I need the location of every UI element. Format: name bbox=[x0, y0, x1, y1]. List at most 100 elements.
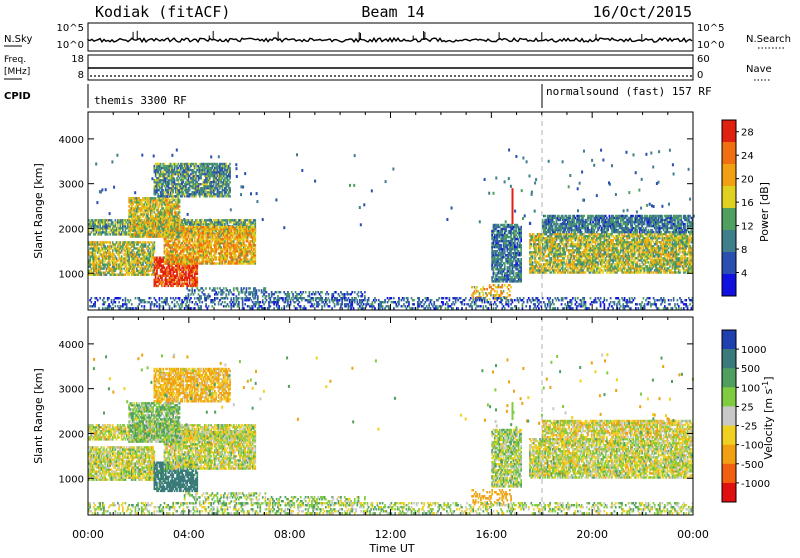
data-cell bbox=[195, 163, 197, 165]
data-cell bbox=[175, 163, 177, 165]
data-region bbox=[128, 197, 180, 238]
freq-tick-top: 18 bbox=[71, 54, 84, 65]
data-cell bbox=[121, 270, 123, 272]
data-cell bbox=[133, 243, 135, 245]
data-cell bbox=[254, 219, 256, 221]
data-cell bbox=[154, 241, 156, 243]
data-cell bbox=[503, 290, 505, 292]
data-cell bbox=[112, 221, 114, 223]
data-cell bbox=[493, 288, 495, 290]
data-cell bbox=[161, 203, 163, 205]
freq-tick-bottom: 8 bbox=[78, 70, 84, 81]
data-cell bbox=[490, 290, 492, 292]
data-cell bbox=[493, 274, 495, 276]
data-cell bbox=[154, 269, 156, 271]
data-cell bbox=[265, 287, 267, 289]
data-cell bbox=[362, 293, 364, 295]
data-cell bbox=[149, 243, 151, 245]
data-cell bbox=[190, 165, 192, 167]
freq-panel: Freq. [MHz] 18 8 60 0 Nave bbox=[4, 54, 772, 81]
data-cell bbox=[209, 177, 211, 179]
data-cell bbox=[288, 293, 290, 295]
nsky-tick-top: 10^5 bbox=[57, 23, 84, 34]
data-cell bbox=[246, 244, 248, 246]
data-cell bbox=[185, 269, 187, 271]
nsearch-tick-bottom: 10^0 bbox=[697, 40, 724, 51]
data-cell bbox=[196, 277, 198, 279]
beam-title: Beam 14 bbox=[361, 3, 424, 21]
data-cell bbox=[171, 165, 173, 167]
data-cell bbox=[229, 167, 231, 169]
data-cell bbox=[162, 189, 164, 191]
data-cell bbox=[227, 297, 229, 299]
nsky-line bbox=[88, 38, 692, 42]
data-cell bbox=[224, 226, 226, 228]
data-cell bbox=[200, 177, 202, 179]
data-cell bbox=[233, 287, 235, 289]
data-cell bbox=[204, 293, 206, 295]
data-cell bbox=[471, 286, 473, 288]
data-cell bbox=[266, 291, 268, 293]
data-cell bbox=[188, 293, 190, 295]
data-cell bbox=[149, 274, 151, 276]
data-cell bbox=[203, 289, 205, 291]
data-cell bbox=[504, 284, 506, 286]
data-cell bbox=[489, 298, 491, 300]
data-cell bbox=[280, 291, 282, 293]
data-cell bbox=[484, 288, 486, 290]
data-cell bbox=[238, 291, 240, 293]
data-cell bbox=[172, 191, 174, 193]
data-cell bbox=[179, 227, 181, 229]
data-cell bbox=[209, 226, 211, 228]
data-cell bbox=[243, 287, 245, 289]
data-cell bbox=[217, 163, 219, 165]
data-cell bbox=[132, 203, 134, 205]
data-cell bbox=[229, 195, 231, 197]
data-cell bbox=[229, 177, 231, 179]
nsky-label: N.Sky bbox=[4, 34, 32, 45]
data-cell bbox=[205, 287, 207, 289]
data-cell bbox=[236, 230, 238, 232]
data-cell bbox=[315, 291, 317, 293]
data-cell bbox=[364, 291, 366, 293]
data-cell bbox=[193, 232, 195, 234]
data-cell bbox=[179, 281, 181, 283]
data-cell bbox=[188, 177, 190, 179]
data-cell bbox=[225, 163, 227, 165]
freq-unit-label: [MHz] bbox=[4, 67, 30, 77]
data-cell bbox=[91, 231, 93, 233]
data-cell bbox=[509, 290, 511, 292]
data-cell bbox=[89, 257, 91, 259]
data-cell bbox=[217, 287, 219, 289]
data-cell bbox=[223, 287, 225, 289]
data-cell bbox=[112, 241, 114, 243]
data-cell bbox=[354, 291, 356, 293]
data-cell bbox=[229, 187, 231, 189]
nave-label: Nave bbox=[746, 64, 772, 75]
data-cell bbox=[309, 291, 311, 293]
cpid-segment-1: themis 3300 RF bbox=[94, 94, 187, 107]
data-cell bbox=[215, 256, 217, 258]
data-cell bbox=[218, 291, 220, 293]
data-cell bbox=[179, 199, 181, 201]
nsky-panel: N.Sky 10^5 10^0 10^5 10^0 N.Search bbox=[4, 23, 791, 51]
data-cell bbox=[496, 290, 498, 292]
data-cell bbox=[251, 219, 253, 221]
data-cell bbox=[480, 288, 482, 290]
data-cell bbox=[115, 243, 117, 245]
data-cell bbox=[179, 215, 181, 217]
data-region bbox=[88, 241, 155, 276]
data-cell bbox=[510, 286, 512, 288]
data-cell bbox=[335, 291, 337, 293]
data-cell bbox=[292, 293, 294, 295]
data-cell bbox=[194, 289, 196, 291]
data-cell bbox=[501, 284, 503, 286]
data-cell bbox=[115, 255, 117, 257]
cpid-row: CPID themis 3300 RF normalsound (fast) 1… bbox=[4, 84, 712, 108]
data-cell bbox=[164, 246, 166, 248]
data-cell bbox=[254, 258, 256, 260]
data-cell bbox=[164, 267, 166, 269]
data-cell bbox=[179, 205, 181, 207]
data-cell bbox=[179, 235, 181, 237]
